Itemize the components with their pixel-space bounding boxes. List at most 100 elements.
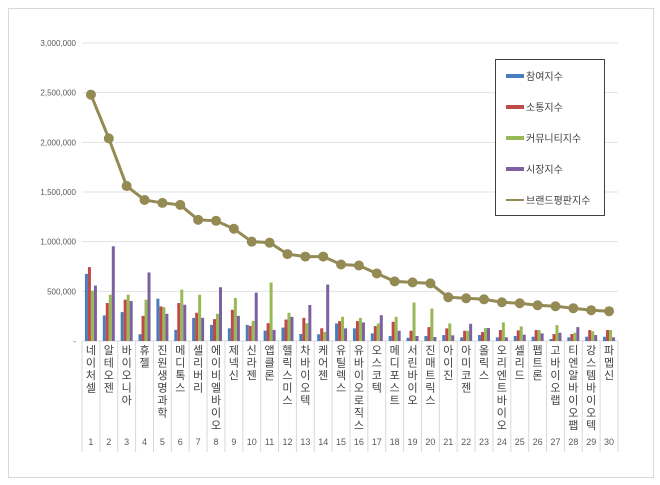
bar-시장지수-24 [504, 337, 508, 341]
bar-소통지수-4 [141, 315, 145, 341]
rank-label: 25 [515, 437, 525, 447]
legend-label: 브랜드평판지수 [526, 196, 591, 207]
y-tick-label: 1,000,000 [40, 238, 76, 247]
bar-소통지수-16 [355, 321, 359, 341]
brand-index-point-17 [371, 268, 382, 279]
bar-시장지수-7 [201, 317, 205, 341]
legend-swatch [506, 198, 524, 201]
bar-소통지수-27 [552, 334, 556, 341]
rank-label: 9 [231, 437, 236, 447]
bar-커뮤니티지수-14 [323, 331, 327, 341]
rank-label: 28 [568, 437, 578, 447]
bar-소통지수-12 [284, 319, 288, 341]
brand-index-point-4 [139, 194, 150, 205]
bar-참여지수-15 [335, 323, 339, 341]
bar-커뮤니티지수-25 [519, 326, 523, 341]
brand-index-point-2 [103, 133, 114, 144]
bar-시장지수-27 [558, 332, 562, 341]
bar-소통지수-6 [177, 303, 181, 341]
brand-index-point-19 [407, 277, 418, 288]
bar-커뮤니티지수-2 [108, 294, 112, 341]
y-tick-label: 2,500,000 [40, 89, 76, 98]
bar-참여지수-17 [370, 333, 374, 341]
rank-label: 3 [124, 437, 129, 447]
bar-참여지수-1 [84, 273, 88, 341]
rank-label: 10 [247, 437, 257, 447]
brand-index-point-3 [121, 181, 132, 192]
bar-참여지수-21 [442, 335, 446, 341]
bar-소통지수-1 [87, 267, 91, 341]
bar-커뮤니티지수-23 [484, 328, 487, 341]
brand-index-point-21 [443, 292, 454, 303]
bar-참여지수-20 [424, 336, 428, 341]
rank-label: 24 [497, 437, 507, 447]
legend-item: 소통지수 [506, 99, 563, 114]
rank-label: 8 [213, 437, 218, 447]
bar-커뮤니티지수-24 [501, 322, 505, 341]
bar-커뮤니티지수-20 [430, 308, 434, 341]
bar-참여지수-8 [210, 324, 213, 341]
bar-소통지수-24 [498, 330, 502, 341]
rank-label: 5 [160, 437, 165, 447]
brand-index-point-15 [336, 259, 347, 270]
bar-소통지수-10 [248, 325, 252, 341]
rank-label: 4 [142, 437, 147, 447]
bar-커뮤니티지수-10 [251, 320, 255, 341]
bar-시장지수-21 [451, 335, 455, 341]
bar-참여지수-13 [299, 333, 303, 341]
bar-참여지수-2 [102, 315, 106, 341]
bar-시장지수-28 [576, 327, 580, 341]
rank-label: 1 [88, 437, 93, 447]
bar-참여지수-29 [585, 336, 589, 341]
bar-시장지수-12 [290, 316, 294, 341]
bar-참여지수-7 [192, 317, 196, 341]
bar-소통지수-30 [606, 330, 610, 341]
bar-참여지수-14 [317, 334, 321, 341]
bar-커뮤니티지수-15 [341, 316, 345, 341]
bar-참여지수-6 [174, 329, 178, 341]
bar-시장지수-14 [326, 284, 330, 341]
brand-index-point-25 [514, 298, 525, 309]
bar-시장지수-26 [540, 333, 544, 341]
bar-커뮤니티지수-27 [555, 325, 559, 341]
bar-커뮤니티지수-30 [609, 330, 613, 341]
brand-index-point-1 [85, 89, 96, 100]
brand-index-point-26 [532, 300, 543, 311]
bar-커뮤니티지수-16 [358, 317, 362, 341]
bar-소통지수-23 [481, 332, 484, 341]
bar-커뮤니티지수-6 [180, 289, 184, 341]
bar-시장지수-19 [415, 336, 419, 341]
rank-label: 29 [586, 437, 596, 447]
bar-소통지수-19 [409, 330, 413, 341]
bar-시장지수-3 [129, 301, 133, 341]
bar-커뮤니티지수-29 [591, 331, 595, 341]
bar-소통지수-14 [320, 328, 324, 341]
brand-index-point-23 [479, 294, 489, 305]
rank-label: 23 [479, 437, 489, 447]
bar-커뮤니티지수-4 [144, 299, 148, 341]
rank-label: 14 [318, 437, 328, 447]
bar-시장지수-13 [308, 305, 312, 341]
legend-swatch [506, 73, 524, 78]
bar-참여지수-16 [352, 328, 356, 341]
rank-label: 26 [533, 437, 543, 447]
brand-index-point-18 [389, 276, 400, 287]
bar-시장지수-22 [469, 323, 473, 341]
bar-시장지수-11 [272, 329, 276, 341]
